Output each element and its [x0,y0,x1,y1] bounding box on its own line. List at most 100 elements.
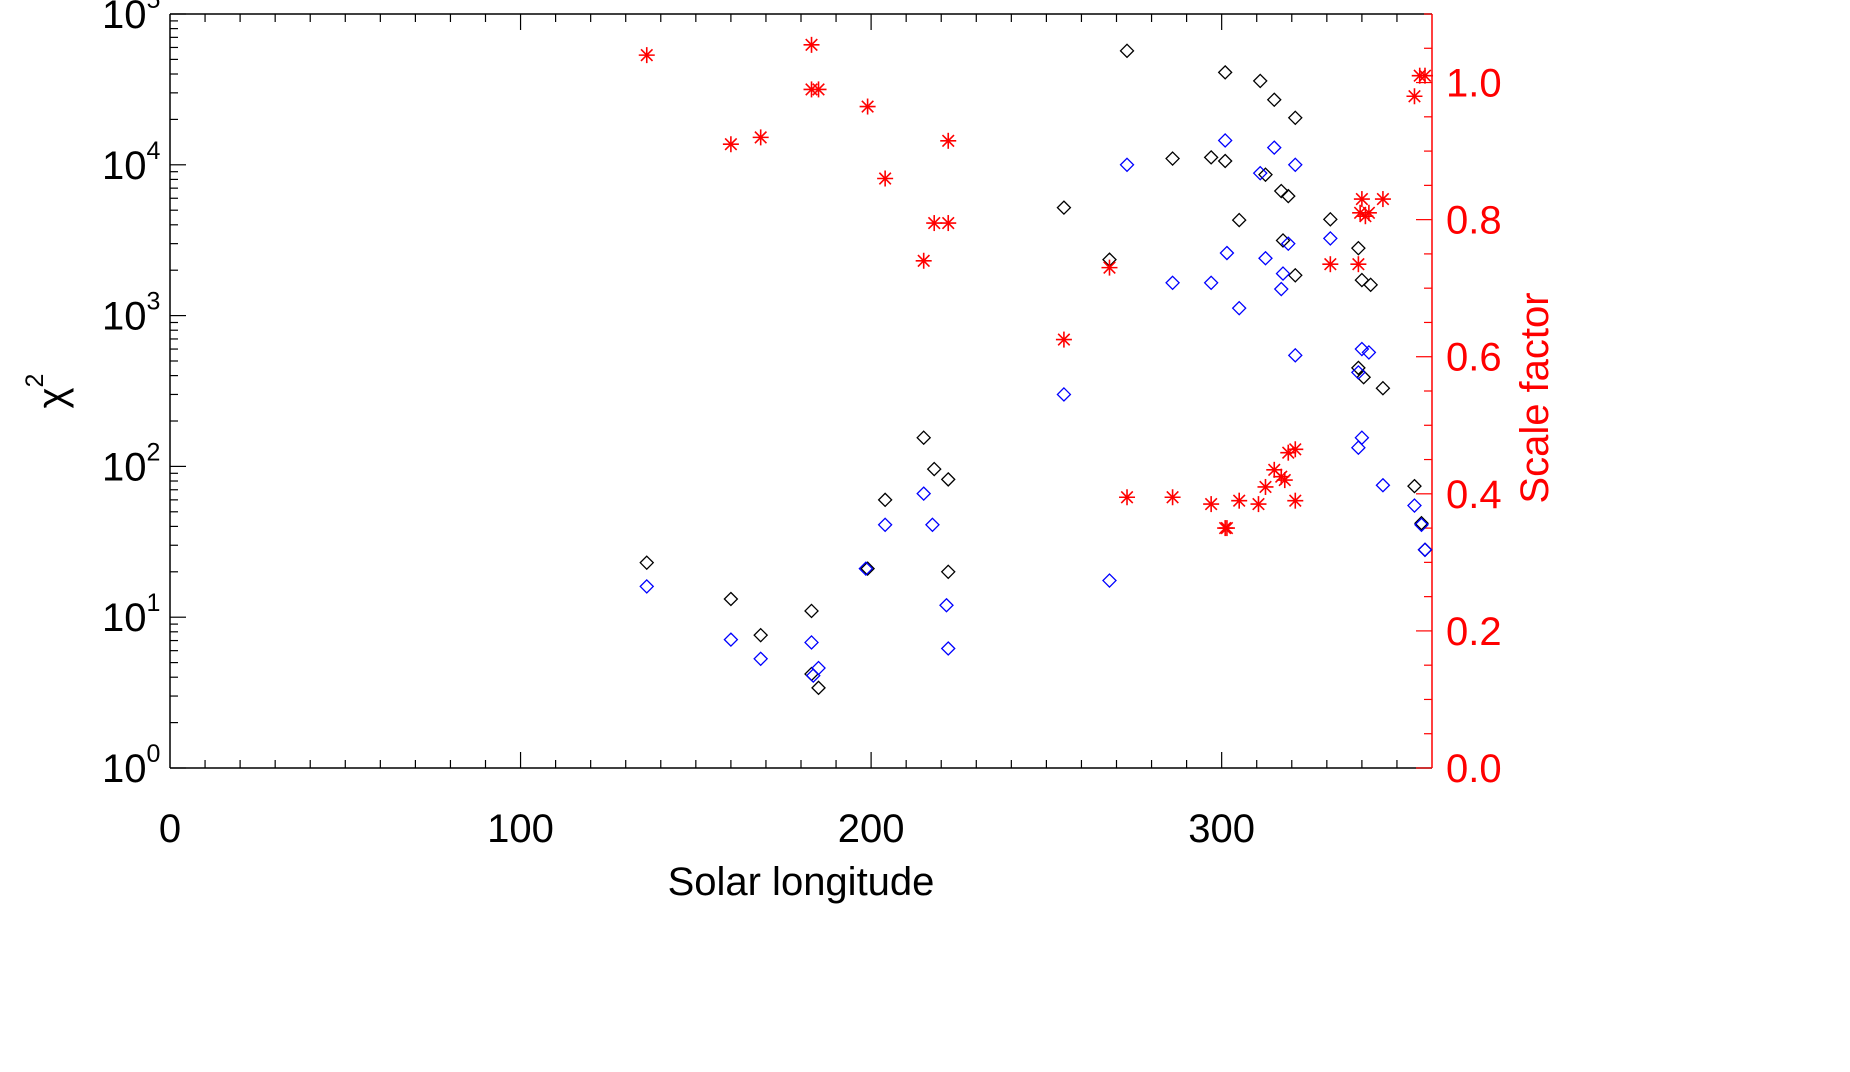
svg-text:χ2: χ2 [21,374,74,409]
data-point [1217,153,1233,169]
series-0 [639,43,1433,696]
data-point [811,680,826,696]
data-point [940,215,957,232]
data-point [1280,188,1296,204]
data-point [1354,430,1370,446]
data-point [1287,441,1304,458]
data-point [1266,140,1282,156]
data-point [723,591,739,607]
data-point [1266,92,1282,108]
y-left-axis-ticks: 100 101 102 103 104 105 [102,0,186,791]
y-right-tick-label: 0.6 [1446,336,1502,380]
y-left-tick-label: 103 [102,288,160,339]
data-point [1363,277,1379,293]
data-point [753,651,769,667]
data-point [1287,347,1303,363]
y-right-axis-title: Scale factor [1513,292,1557,503]
data-point [1375,477,1391,493]
data-point [1356,369,1372,385]
data-point [1407,498,1422,513]
data-point [1203,149,1219,165]
data-point [1287,492,1304,509]
data-point [1414,517,1429,533]
data-point [1287,110,1303,126]
data-point [1231,212,1247,228]
data-point [1101,259,1118,276]
data-point [752,129,769,146]
y-right-tick-label: 0.8 [1446,199,1502,243]
plot-frame [169,13,1433,769]
data-point [877,170,894,187]
data-point [1119,157,1135,173]
data-point [1252,73,1268,89]
data-point [939,597,954,613]
data-point [1350,360,1366,376]
series-layer [638,36,1433,696]
data-point [1217,133,1233,148]
data-point [803,36,820,53]
data-point [1102,573,1117,588]
data-point [858,561,874,577]
data-point [1252,165,1268,181]
data-point [926,461,942,477]
y-left-tick-label: 100 [102,740,160,791]
y-right-tick-label: 0.0 [1446,747,1502,791]
data-point [1417,542,1433,558]
y-left-tick-label: 104 [102,137,161,188]
data-point [1055,331,1072,348]
data-point [1056,200,1072,216]
y-left-title-exponent: 2 [21,374,49,388]
data-point [1407,478,1422,494]
data-point [810,81,827,98]
data-point [1375,380,1391,396]
data-point [1119,43,1135,59]
data-point [1350,240,1366,256]
data-point [1276,472,1293,489]
data-point [877,492,893,508]
data-point [1275,266,1291,281]
data-point [1287,157,1303,173]
data-point [804,635,819,650]
data-point [926,215,943,232]
data-point [804,603,819,619]
x-tick-label: 200 [838,807,905,851]
data-point [1417,542,1433,558]
data-point [639,578,655,594]
data-point [940,471,956,487]
svg-text:Scale factor: Scale factor [1513,292,1557,503]
data-point [1231,300,1247,316]
y-left-tick-label: 105 [102,0,160,37]
data-point [723,632,739,648]
y-right-tick-label: 0.2 [1446,610,1502,654]
data-point [1273,281,1289,297]
data-point [877,517,893,533]
data-point [1056,387,1072,402]
data-point [915,252,932,269]
data-point [916,430,932,446]
data-point [1354,341,1370,357]
data-point [1406,88,1423,105]
data-point [1353,191,1370,208]
data-point [860,561,876,577]
data-point [1203,275,1219,291]
data-point [1164,489,1181,506]
y-left-axis-title: χ2 [21,374,74,409]
data-point [1287,267,1303,283]
data-point [1374,191,1391,208]
data-point [1165,151,1181,166]
x-axis-title: Solar longitude [668,860,935,904]
series-2 [638,36,1433,537]
data-point [1217,64,1233,80]
data-point [1218,520,1235,537]
data-point [1257,478,1274,495]
data-point [1350,256,1367,273]
data-point [916,486,932,502]
data-point [1231,492,1248,509]
data-point [940,564,956,580]
data-point [811,660,826,676]
data-point [859,98,876,115]
data-point [722,136,739,153]
data-point [1322,256,1339,273]
data-point [1258,167,1273,183]
